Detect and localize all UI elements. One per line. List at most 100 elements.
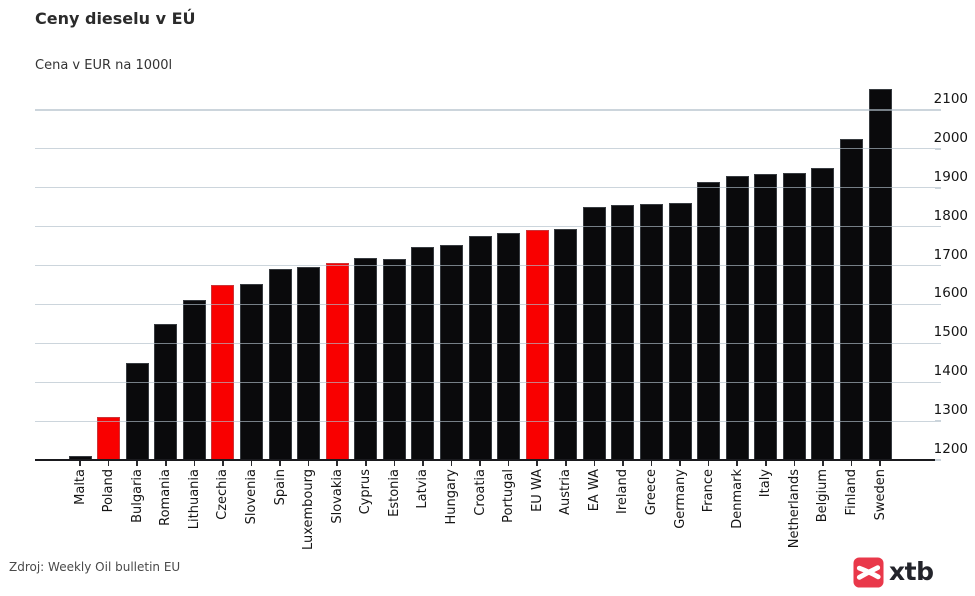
bar-slovenia	[239, 283, 263, 460]
y-tick-label-1800: 1800	[933, 207, 968, 224]
gridline-1900	[35, 187, 935, 189]
y-tick-1300	[935, 420, 941, 422]
chart-title: Ceny dieselu v EÚ	[35, 9, 196, 28]
x-label-slovenia: Slovenia	[243, 469, 259, 525]
y-tick-1600	[935, 303, 941, 306]
y-tick-label-1400: 1400	[933, 363, 968, 380]
x-label-france: France	[701, 469, 717, 513]
x-tick-malta	[79, 461, 81, 466]
gridline-2100	[35, 109, 935, 111]
bar-hungary	[439, 244, 463, 460]
xtb-logo-text: xtb	[889, 557, 934, 586]
y-tick-label-1700: 1700	[933, 246, 968, 263]
x-label-croatia: Croatia	[472, 469, 488, 516]
x-tick-denmark	[736, 461, 738, 466]
gridline-1800	[35, 226, 935, 228]
y-tick-label-1200: 1200	[933, 441, 968, 457]
x-tick-portugal	[507, 461, 510, 466]
x-label-netherlands: Netherlands	[786, 469, 802, 549]
bar-belgium	[811, 168, 835, 460]
y-tick-1900	[935, 187, 941, 189]
bar-portugal	[497, 232, 521, 460]
bar-bulgaria	[125, 362, 149, 460]
bar-poland	[97, 417, 121, 460]
y-tick-label-2100: 2100	[933, 91, 968, 107]
chart-subtitle: Cena v EUR na 1000l	[35, 58, 173, 73]
x-label-ireland: Ireland	[615, 469, 631, 514]
gridline-1400	[35, 381, 935, 383]
x-label-germany: Germany	[672, 469, 688, 529]
x-tick-lithuania	[193, 461, 195, 466]
x-tick-ireland	[622, 461, 624, 466]
bar-lithuania	[182, 299, 206, 460]
x-label-slovakia: Slovakia	[329, 469, 345, 524]
x-label-eu-wa: EU WA	[529, 469, 545, 512]
gridline-1700	[35, 265, 935, 267]
x-label-sweden: Sweden	[872, 469, 888, 521]
x-label-denmark: Denmark	[729, 469, 745, 529]
y-tick-2100	[935, 109, 941, 111]
x-label-romania: Romania	[158, 469, 174, 526]
x-tick-italy	[765, 461, 767, 466]
x-tick-slovakia	[336, 461, 338, 466]
x-label-hungary: Hungary	[443, 469, 459, 525]
x-tick-luxembourg	[307, 461, 310, 466]
x-label-malta: Malta	[72, 469, 88, 505]
x-label-belgium: Belgium	[815, 469, 831, 523]
x-tick-greece	[650, 461, 653, 466]
y-tick-2000	[935, 148, 941, 150]
xtb-logo-icon	[853, 556, 884, 588]
gridline-2000	[35, 148, 935, 150]
x-tick-sweden	[879, 461, 881, 466]
x-label-cyprus: Cyprus	[358, 469, 374, 515]
y-tick-1200	[935, 459, 941, 461]
y-tick-1500	[935, 342, 941, 345]
x-tick-ea-wa	[593, 461, 595, 466]
x-label-latvia: Latvia	[415, 469, 431, 509]
x-label-estonia: Estonia	[386, 469, 402, 517]
x-tick-croatia	[479, 461, 481, 466]
bar-luxembourg	[297, 267, 321, 460]
bar-sweden	[868, 89, 892, 460]
bar-ireland	[611, 204, 635, 460]
gridline-1600	[35, 303, 935, 305]
gridline-1500	[35, 342, 935, 344]
x-label-spain: Spain	[272, 469, 288, 506]
x-label-ea-wa: EA WA	[586, 469, 602, 512]
bar-latvia	[411, 247, 435, 460]
bar-netherlands	[782, 172, 806, 460]
x-label-austria: Austria	[558, 469, 574, 515]
xtb-logo: xtb	[853, 556, 934, 588]
x-label-finland: Finland	[843, 469, 859, 516]
bar-czechia	[211, 285, 235, 460]
x-label-lithuania: Lithuania	[186, 469, 202, 530]
x-tick-poland	[107, 461, 110, 466]
x-label-poland: Poland	[101, 469, 117, 513]
x-tick-slovenia	[250, 461, 253, 466]
bar-italy	[754, 174, 778, 460]
y-tick-1800	[935, 225, 941, 228]
x-tick-germany	[679, 461, 681, 466]
bar-croatia	[468, 236, 492, 460]
bar-cyprus	[354, 258, 378, 460]
x-label-czechia: Czechia	[215, 469, 231, 520]
x-axis-line	[35, 459, 935, 461]
x-tick-eu-wa	[536, 461, 538, 466]
x-label-italy: Italy	[758, 469, 774, 498]
x-label-bulgaria: Bulgaria	[129, 469, 145, 523]
y-tick-label-1600: 1600	[933, 285, 968, 302]
bar-austria	[554, 229, 578, 460]
x-tick-austria	[565, 461, 567, 466]
y-tick-label-1900: 1900	[933, 168, 968, 185]
x-tick-spain	[279, 461, 281, 466]
y-tick-label-2000: 2000	[933, 129, 968, 146]
x-tick-bulgaria	[136, 461, 138, 466]
bar-ea-wa	[582, 206, 606, 460]
bar-slovakia	[325, 262, 349, 460]
x-tick-finland	[850, 461, 853, 466]
y-tick-1700	[935, 264, 941, 267]
x-tick-france	[707, 461, 710, 466]
x-tick-estonia	[393, 461, 395, 466]
x-label-greece: Greece	[643, 469, 659, 516]
